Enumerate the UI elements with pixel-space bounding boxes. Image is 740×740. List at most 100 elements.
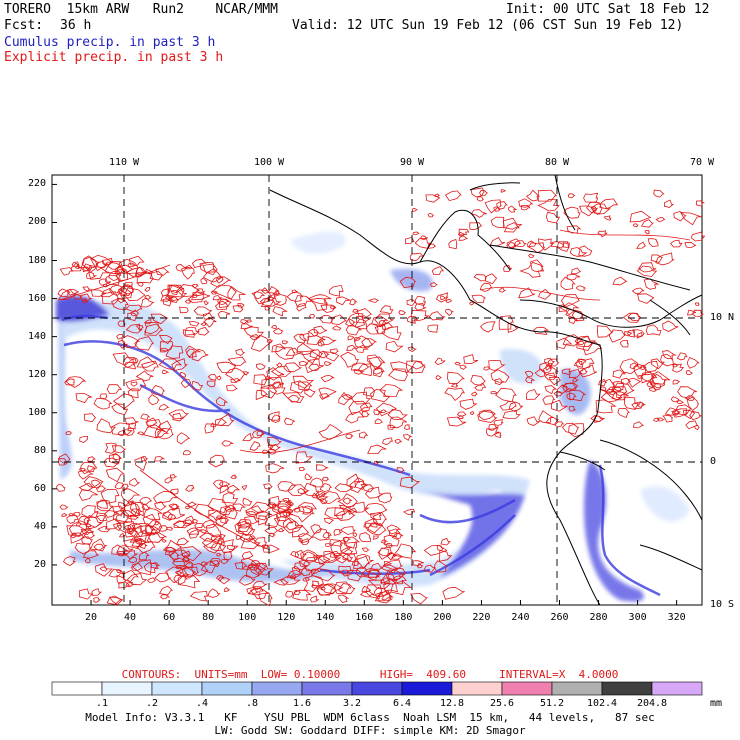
precip-contour [251, 291, 266, 300]
precip-contour [308, 314, 316, 319]
precip-contour [383, 534, 400, 547]
x-tick-label: 100 [238, 612, 257, 623]
precip-contour [470, 374, 486, 387]
map-area [51, 174, 706, 607]
precip-contour [230, 378, 241, 383]
precip-contour [444, 308, 454, 316]
precip-contour [503, 222, 521, 233]
precip-contour [300, 549, 323, 562]
legend-label: 12.8 [439, 698, 465, 709]
precip-contour [290, 550, 300, 558]
precip-contour [478, 409, 497, 421]
precip-contour [260, 384, 278, 399]
precip-contour [161, 538, 167, 543]
precip-contour [379, 319, 388, 326]
precip-contour [200, 277, 208, 285]
precip-contour [537, 198, 560, 212]
precip-contour [390, 580, 412, 596]
precip-contour [412, 231, 420, 235]
precip-contour [109, 596, 124, 606]
precip-contour [458, 235, 469, 241]
legend-swatch [601, 681, 653, 696]
precip-contour [160, 288, 170, 297]
precip-contour [518, 287, 536, 299]
precip-contour [672, 379, 680, 385]
field1-title: Cumulus precip. in past 3 h [4, 35, 216, 50]
precip-contour [359, 590, 375, 598]
x-tick-label: 40 [124, 612, 137, 623]
precip-contour [107, 262, 122, 270]
precip-contour [265, 375, 273, 381]
precip-contour [561, 422, 580, 435]
precip-contour [368, 356, 386, 369]
precip-contour [351, 561, 360, 566]
precip-contour [93, 597, 101, 603]
precip-contour [191, 291, 210, 301]
precip-contour [387, 567, 407, 581]
precip-contour [325, 543, 332, 547]
precip-contour [219, 534, 226, 540]
precip-contour [375, 590, 393, 604]
precip-contour [617, 408, 630, 419]
precip-contour [84, 557, 91, 564]
precip-contour [434, 357, 446, 365]
precip-contour [427, 243, 437, 249]
precip-contour [209, 560, 220, 568]
precip-contour [379, 383, 404, 398]
precip-contour [663, 199, 675, 208]
precip-contour [367, 298, 380, 303]
precip-contour [362, 567, 381, 578]
precip-contour [147, 577, 157, 583]
precip-contour [311, 584, 319, 589]
precip-contour [612, 369, 627, 379]
legend-swatch [351, 681, 403, 696]
precip-contour [329, 348, 339, 355]
precip-contour [445, 298, 453, 303]
precip-contour [676, 352, 688, 361]
precip-contour [227, 484, 241, 494]
precip-contour [180, 546, 203, 562]
precip-contour [283, 362, 303, 373]
legend-label: .2 [145, 698, 159, 709]
precip-contour [66, 525, 88, 538]
precip-contour [121, 335, 141, 349]
precip-contour [633, 363, 647, 377]
precip-contour [285, 590, 294, 598]
precip-contour [526, 416, 541, 426]
precip-contour [125, 323, 143, 334]
precip-contour [68, 520, 93, 537]
precip-contour [131, 523, 155, 538]
precip-contour [144, 321, 161, 335]
precip-contour [139, 496, 152, 505]
precip-contour [637, 401, 646, 408]
precip-contour [127, 388, 139, 399]
precip-contour [343, 536, 351, 543]
forecast-label: Fcst: [4, 18, 44, 33]
precip-contour [298, 381, 313, 392]
precip-contour [661, 350, 677, 360]
precip-contour [207, 498, 228, 514]
precip-contour [664, 407, 681, 416]
precip-contour [598, 379, 608, 387]
precip-contour [77, 470, 94, 480]
precip-contour [95, 485, 107, 492]
precip-contour [120, 488, 141, 503]
precip-contour [484, 273, 498, 285]
precip-contour [381, 592, 392, 602]
precip-contour [420, 235, 429, 240]
precip-contour [670, 396, 680, 403]
y-tick-label: 200 [27, 216, 46, 228]
precip-contour [298, 537, 303, 543]
precip-contour [294, 590, 302, 595]
precip-contour [346, 344, 357, 351]
precip-contour [202, 312, 215, 320]
precip-contour [129, 477, 141, 487]
legend-swatch [551, 681, 603, 696]
precip-contour [469, 222, 483, 231]
precip-contour [353, 369, 365, 375]
precip-contour [112, 352, 134, 366]
precip-contour [386, 524, 402, 535]
precip-contour [373, 367, 384, 378]
precip-contour [264, 513, 281, 528]
precip-contour [127, 522, 143, 533]
